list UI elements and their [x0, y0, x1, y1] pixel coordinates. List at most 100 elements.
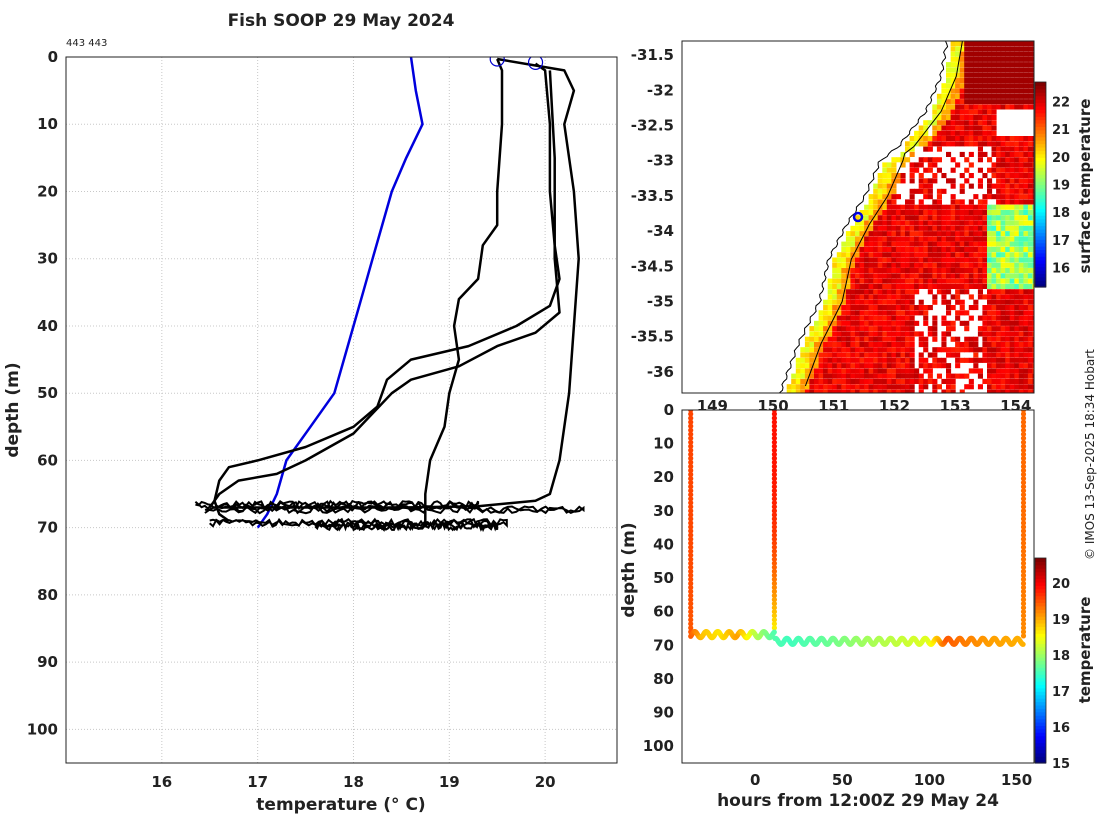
sst-cell: [868, 268, 874, 274]
sst-cell: [1018, 141, 1024, 147]
sst-cell: [946, 268, 952, 274]
sst-cell: [909, 220, 915, 226]
sst-cell: [804, 368, 810, 374]
sst-cell: [918, 262, 924, 268]
sst-cell: [891, 289, 897, 295]
sst-colorbar-step: [1035, 269, 1046, 274]
sst-cell: [996, 141, 1002, 147]
sst-cell: [1018, 289, 1024, 295]
sst-cell: [800, 368, 806, 374]
cast-point: [1020, 427, 1027, 433]
sst-cell: [845, 315, 851, 321]
sst-cell: [936, 241, 942, 247]
sst-cell: [1009, 210, 1015, 216]
sst-cell: [959, 62, 965, 68]
sst-cell: [1023, 305, 1029, 311]
sst-cell: [882, 268, 888, 274]
sst-cell: [882, 210, 888, 216]
cast-point: [688, 601, 694, 607]
y-tick-label: 20: [37, 182, 58, 200]
sst-cell: [959, 51, 965, 57]
sst-cell: [950, 199, 956, 205]
sst-cell: [841, 299, 847, 305]
sst-cell: [987, 357, 993, 363]
sst-cell: [877, 389, 883, 393]
sst-cell: [882, 188, 888, 194]
sst-cell: [882, 215, 888, 221]
sst-cell: [991, 305, 997, 311]
sst-cell: [987, 378, 993, 384]
sst-cell: [827, 336, 833, 342]
sst-cell: [996, 183, 1002, 189]
sst-cell: [996, 342, 1002, 348]
sst-cell: [791, 384, 797, 390]
sst-cell: [964, 93, 970, 99]
sst-cell: [1023, 188, 1029, 194]
cast-point: [771, 516, 778, 522]
sst-cell: [864, 368, 870, 374]
sst-cell: [1014, 289, 1020, 295]
sst-cell: [950, 130, 956, 136]
sst-cell: [1023, 357, 1029, 363]
sst-cell: [950, 104, 956, 110]
sst-cell: [877, 289, 883, 295]
sst-cell: [1014, 283, 1020, 289]
sst-cell: [941, 331, 947, 337]
sst-cell: [814, 378, 820, 384]
sst-cell: [836, 384, 842, 390]
sst-cell: [936, 199, 942, 205]
sst-cell: [877, 257, 883, 263]
sst-cell: [850, 294, 856, 300]
sst-cell: [1009, 41, 1015, 47]
cast-point: [771, 572, 778, 579]
sst-cell: [823, 378, 829, 384]
sst-cell: [977, 262, 983, 268]
sst-cell: [996, 136, 1002, 142]
sst-cell: [1032, 373, 1034, 379]
y-tick-label: 60: [653, 603, 674, 621]
cast-point: [771, 588, 778, 595]
lat-tick-label: -34: [647, 222, 674, 240]
cast-point: [1020, 580, 1027, 587]
sst-cell: [1023, 252, 1029, 258]
sst-cell: [1023, 167, 1029, 173]
cast-point: [688, 532, 694, 538]
sst-cell: [1018, 204, 1024, 210]
sst-cell: [982, 246, 988, 252]
cast-point: [771, 560, 778, 566]
sst-cell: [991, 236, 997, 242]
sst-cell: [1014, 236, 1020, 242]
sst-cell: [1023, 320, 1029, 326]
sst-cell: [996, 56, 1002, 62]
temp-colorbar-step: [1035, 640, 1046, 644]
sst-cell: [1000, 262, 1006, 268]
sst-cell: [1032, 283, 1034, 289]
sst-cell: [1014, 310, 1020, 316]
sst-cell: [991, 67, 997, 73]
sst-cell: [864, 305, 870, 311]
sst-cell: [1014, 188, 1020, 194]
sst-cell: [823, 373, 829, 379]
sst-cell: [977, 273, 983, 279]
sst-cell: [959, 204, 965, 210]
sst-cell: [996, 151, 1002, 157]
sst-cell: [987, 93, 993, 99]
sst-cell: [1027, 268, 1033, 274]
sst-cell: [823, 347, 829, 353]
sst-cell: [886, 268, 892, 274]
sst-cell: [923, 273, 929, 279]
sst-cell: [959, 225, 965, 231]
sst-cell: [873, 231, 879, 237]
sst-cell: [955, 199, 961, 205]
sst-cell: [877, 299, 883, 305]
sst-cell: [891, 357, 897, 363]
sst-cell: [946, 78, 952, 84]
lat-tick-label: -34.5: [631, 257, 674, 275]
sst-cell: [1009, 384, 1015, 390]
sst-cell: [932, 141, 938, 147]
profile-grid: [66, 56, 617, 763]
sst-cell: [836, 283, 842, 289]
sst-cell: [950, 99, 956, 105]
sst-cell: [991, 336, 997, 342]
sst-cell: [1032, 220, 1034, 226]
